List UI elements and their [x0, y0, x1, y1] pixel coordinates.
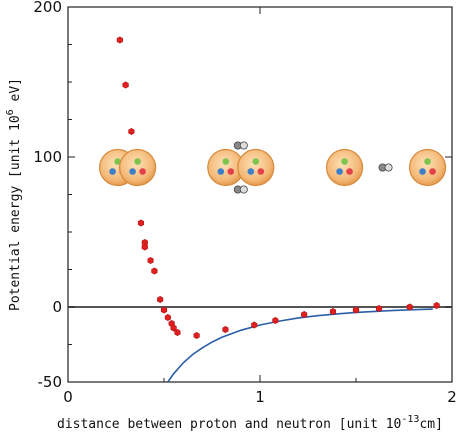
quark-green — [134, 158, 141, 165]
data-point — [174, 328, 181, 337]
data-point — [193, 331, 200, 340]
data-point — [116, 36, 123, 44]
data-point — [164, 313, 171, 322]
series-layer — [116, 36, 440, 383]
quark-green — [114, 158, 121, 165]
x-axis-title-exponent: -13 — [401, 414, 419, 425]
y-axis-title: Potential energy [unit 106 eV] — [5, 78, 23, 311]
quark-blue — [247, 168, 255, 175]
x-tick-label: 0 — [63, 388, 73, 406]
nucleon — [408, 148, 447, 187]
y-tick-label: 200 — [33, 0, 62, 16]
x-axis-title-text: distance between proton and neutron [uni… — [57, 417, 401, 432]
x-tick-label: 2 — [447, 388, 457, 406]
y-axis-title-text: Potential energy [unit 10 — [8, 115, 23, 311]
y-tick-label: 0 — [52, 298, 62, 316]
quark-blue — [419, 168, 426, 175]
quark-green — [424, 158, 431, 165]
data-point — [329, 307, 337, 316]
data-point — [433, 301, 440, 310]
y-axis-title-exponent: 6 — [5, 109, 16, 115]
y-tick-label: 100 — [33, 148, 62, 166]
data-point — [272, 316, 279, 325]
y-axis-title-unit: eV] — [8, 78, 23, 109]
data-point — [157, 295, 164, 304]
data-point — [251, 321, 258, 329]
meson-antiquark — [384, 163, 393, 172]
quark-blue — [109, 168, 116, 175]
quark-green — [341, 158, 348, 165]
data-point — [222, 325, 229, 334]
quark-red — [227, 168, 235, 175]
data-point — [301, 310, 308, 319]
quark-red — [139, 168, 146, 175]
data-point — [160, 306, 168, 314]
x-axis-title-unit: cm] — [419, 417, 442, 432]
data-point — [137, 219, 144, 227]
data-point — [128, 127, 135, 136]
nucleon — [237, 148, 275, 187]
data-point — [151, 267, 158, 275]
quark-blue — [217, 168, 225, 175]
y-tick-label: -50 — [38, 373, 63, 391]
nucleon-illustrations — [98, 141, 447, 194]
quark-red — [429, 168, 436, 175]
quark-red — [346, 168, 353, 175]
x-tick-label: 1 — [255, 388, 265, 406]
data-point — [352, 306, 360, 314]
data-point — [141, 243, 148, 251]
meson-antiquark — [239, 185, 248, 194]
quark-blue — [129, 168, 136, 175]
quark-red — [257, 168, 265, 175]
quark-green — [222, 158, 230, 165]
data-point — [122, 81, 129, 89]
nucleon — [119, 148, 157, 187]
data-point — [406, 303, 413, 311]
meson-antiquark — [239, 141, 248, 150]
data-point — [170, 324, 177, 332]
quark-blue — [336, 168, 343, 175]
x-axis-title: distance between proton and neutron [uni… — [57, 414, 443, 432]
nucleon — [325, 148, 364, 187]
data-point — [147, 256, 154, 265]
quark-green — [252, 158, 260, 165]
data-point — [375, 304, 383, 313]
